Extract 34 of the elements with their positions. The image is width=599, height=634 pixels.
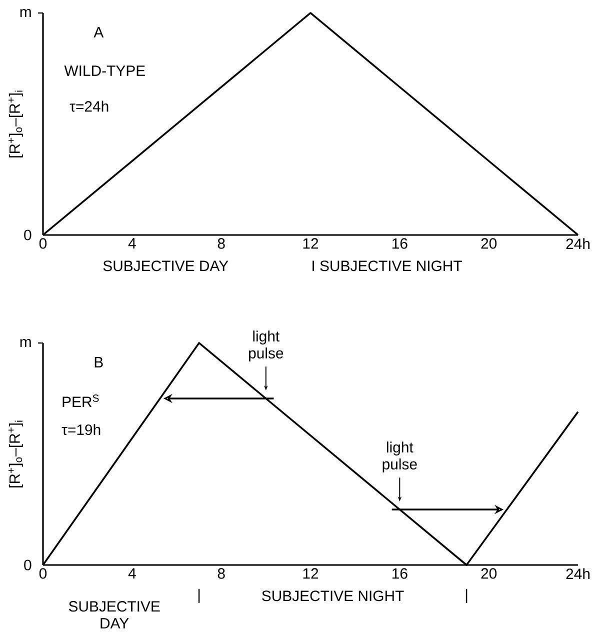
- x-tick-label: 24h: [566, 568, 590, 580]
- text: SUBJECTIVE DAY: [103, 260, 228, 272]
- text: |: [466, 588, 468, 603]
- text: SUBJECTIVE DAY: [68, 601, 160, 628]
- x-tick-label: 4: [128, 238, 136, 248]
- x-tick-label: 0: [39, 238, 47, 249]
- x-tick-label: 8: [218, 568, 225, 579]
- y-axis-title: [R$^{+}$]$_{o}$–[R$^{+}$]$_{i}$: [8, 420, 23, 488]
- x-tick-label: 4: [128, 568, 136, 578]
- text: 0: [24, 230, 32, 240]
- annotation: WILD-TYPE: [64, 66, 145, 76]
- y-axis-title: [R$^{+}$]$_{o}$–[R$^{+}$]$_{i}$: [8, 90, 23, 158]
- x-tick-label: 12: [303, 238, 318, 249]
- x-tick-label: 16: [392, 568, 408, 579]
- x-tick-label: 0: [39, 568, 47, 579]
- annotation: τ=24h: [70, 100, 108, 112]
- text: B: [94, 357, 103, 368]
- x-tick-label: 20: [481, 568, 497, 579]
- x-tick-label: 20: [481, 238, 497, 249]
- text: 0: [24, 560, 32, 570]
- annotation: PER$^{S}$: [62, 394, 99, 407]
- x-tick-label: 16: [392, 238, 408, 249]
- text: |: [198, 588, 200, 603]
- text: I SUBJECTIVE NIGHT: [312, 260, 462, 272]
- text: SUBJECTIVE NIGHT: [262, 590, 404, 602]
- text: m: [20, 338, 31, 348]
- text: A: [94, 27, 104, 38]
- annotation: τ=19h: [62, 424, 100, 436]
- x-tick-label: 12: [303, 568, 318, 579]
- x-tick-label: 8: [218, 238, 225, 249]
- annotation: light pulse: [382, 442, 417, 472]
- x-tick-label: 24h: [566, 238, 590, 250]
- text: m: [20, 8, 31, 18]
- annotation: light pulse: [249, 330, 284, 362]
